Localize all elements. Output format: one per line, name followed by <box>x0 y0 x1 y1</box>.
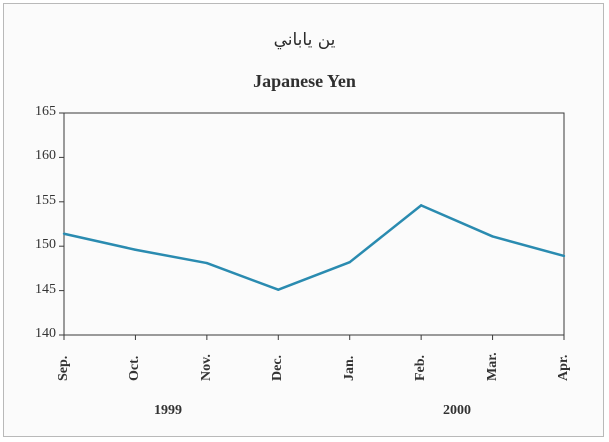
y-tick-label: 165 <box>35 104 56 119</box>
data-point <box>134 248 137 251</box>
x-tick-label: Oct. <box>127 355 143 381</box>
x-tick-label: Nov. <box>198 354 214 381</box>
y-tick-label: 155 <box>35 192 56 208</box>
data-point <box>205 261 209 265</box>
series-line <box>63 204 565 291</box>
y-tick-label: 140 <box>35 326 56 341</box>
chart-title-arabic: ين ياباني <box>273 30 336 50</box>
y-tick-label: 150 <box>35 237 56 253</box>
data-point <box>348 260 351 264</box>
chart-frame <box>3 3 604 437</box>
x-tick-label: Dec. <box>270 354 286 381</box>
data-point <box>419 204 423 207</box>
y-tick-label: 160 <box>35 148 56 164</box>
chart-axes <box>59 112 565 340</box>
chart-title: Japanese Yen <box>253 71 356 91</box>
data-point <box>62 232 66 235</box>
chart-marks <box>62 204 566 291</box>
x-tick-label: Mar. <box>484 352 500 381</box>
data-point <box>277 288 280 291</box>
x-tick-label: Apr. <box>556 354 571 381</box>
y-tick-label: 145 <box>35 281 56 297</box>
data-point <box>562 254 566 258</box>
year-label-1999: 1999 <box>154 403 182 418</box>
plot-area <box>63 112 565 336</box>
x-tick-label: Sep. <box>56 355 71 381</box>
year-label-2000: 2000 <box>443 403 471 418</box>
data-point <box>491 235 494 238</box>
x-tick-label: Feb. <box>413 354 429 381</box>
x-tick-label: Jan. <box>341 355 357 381</box>
